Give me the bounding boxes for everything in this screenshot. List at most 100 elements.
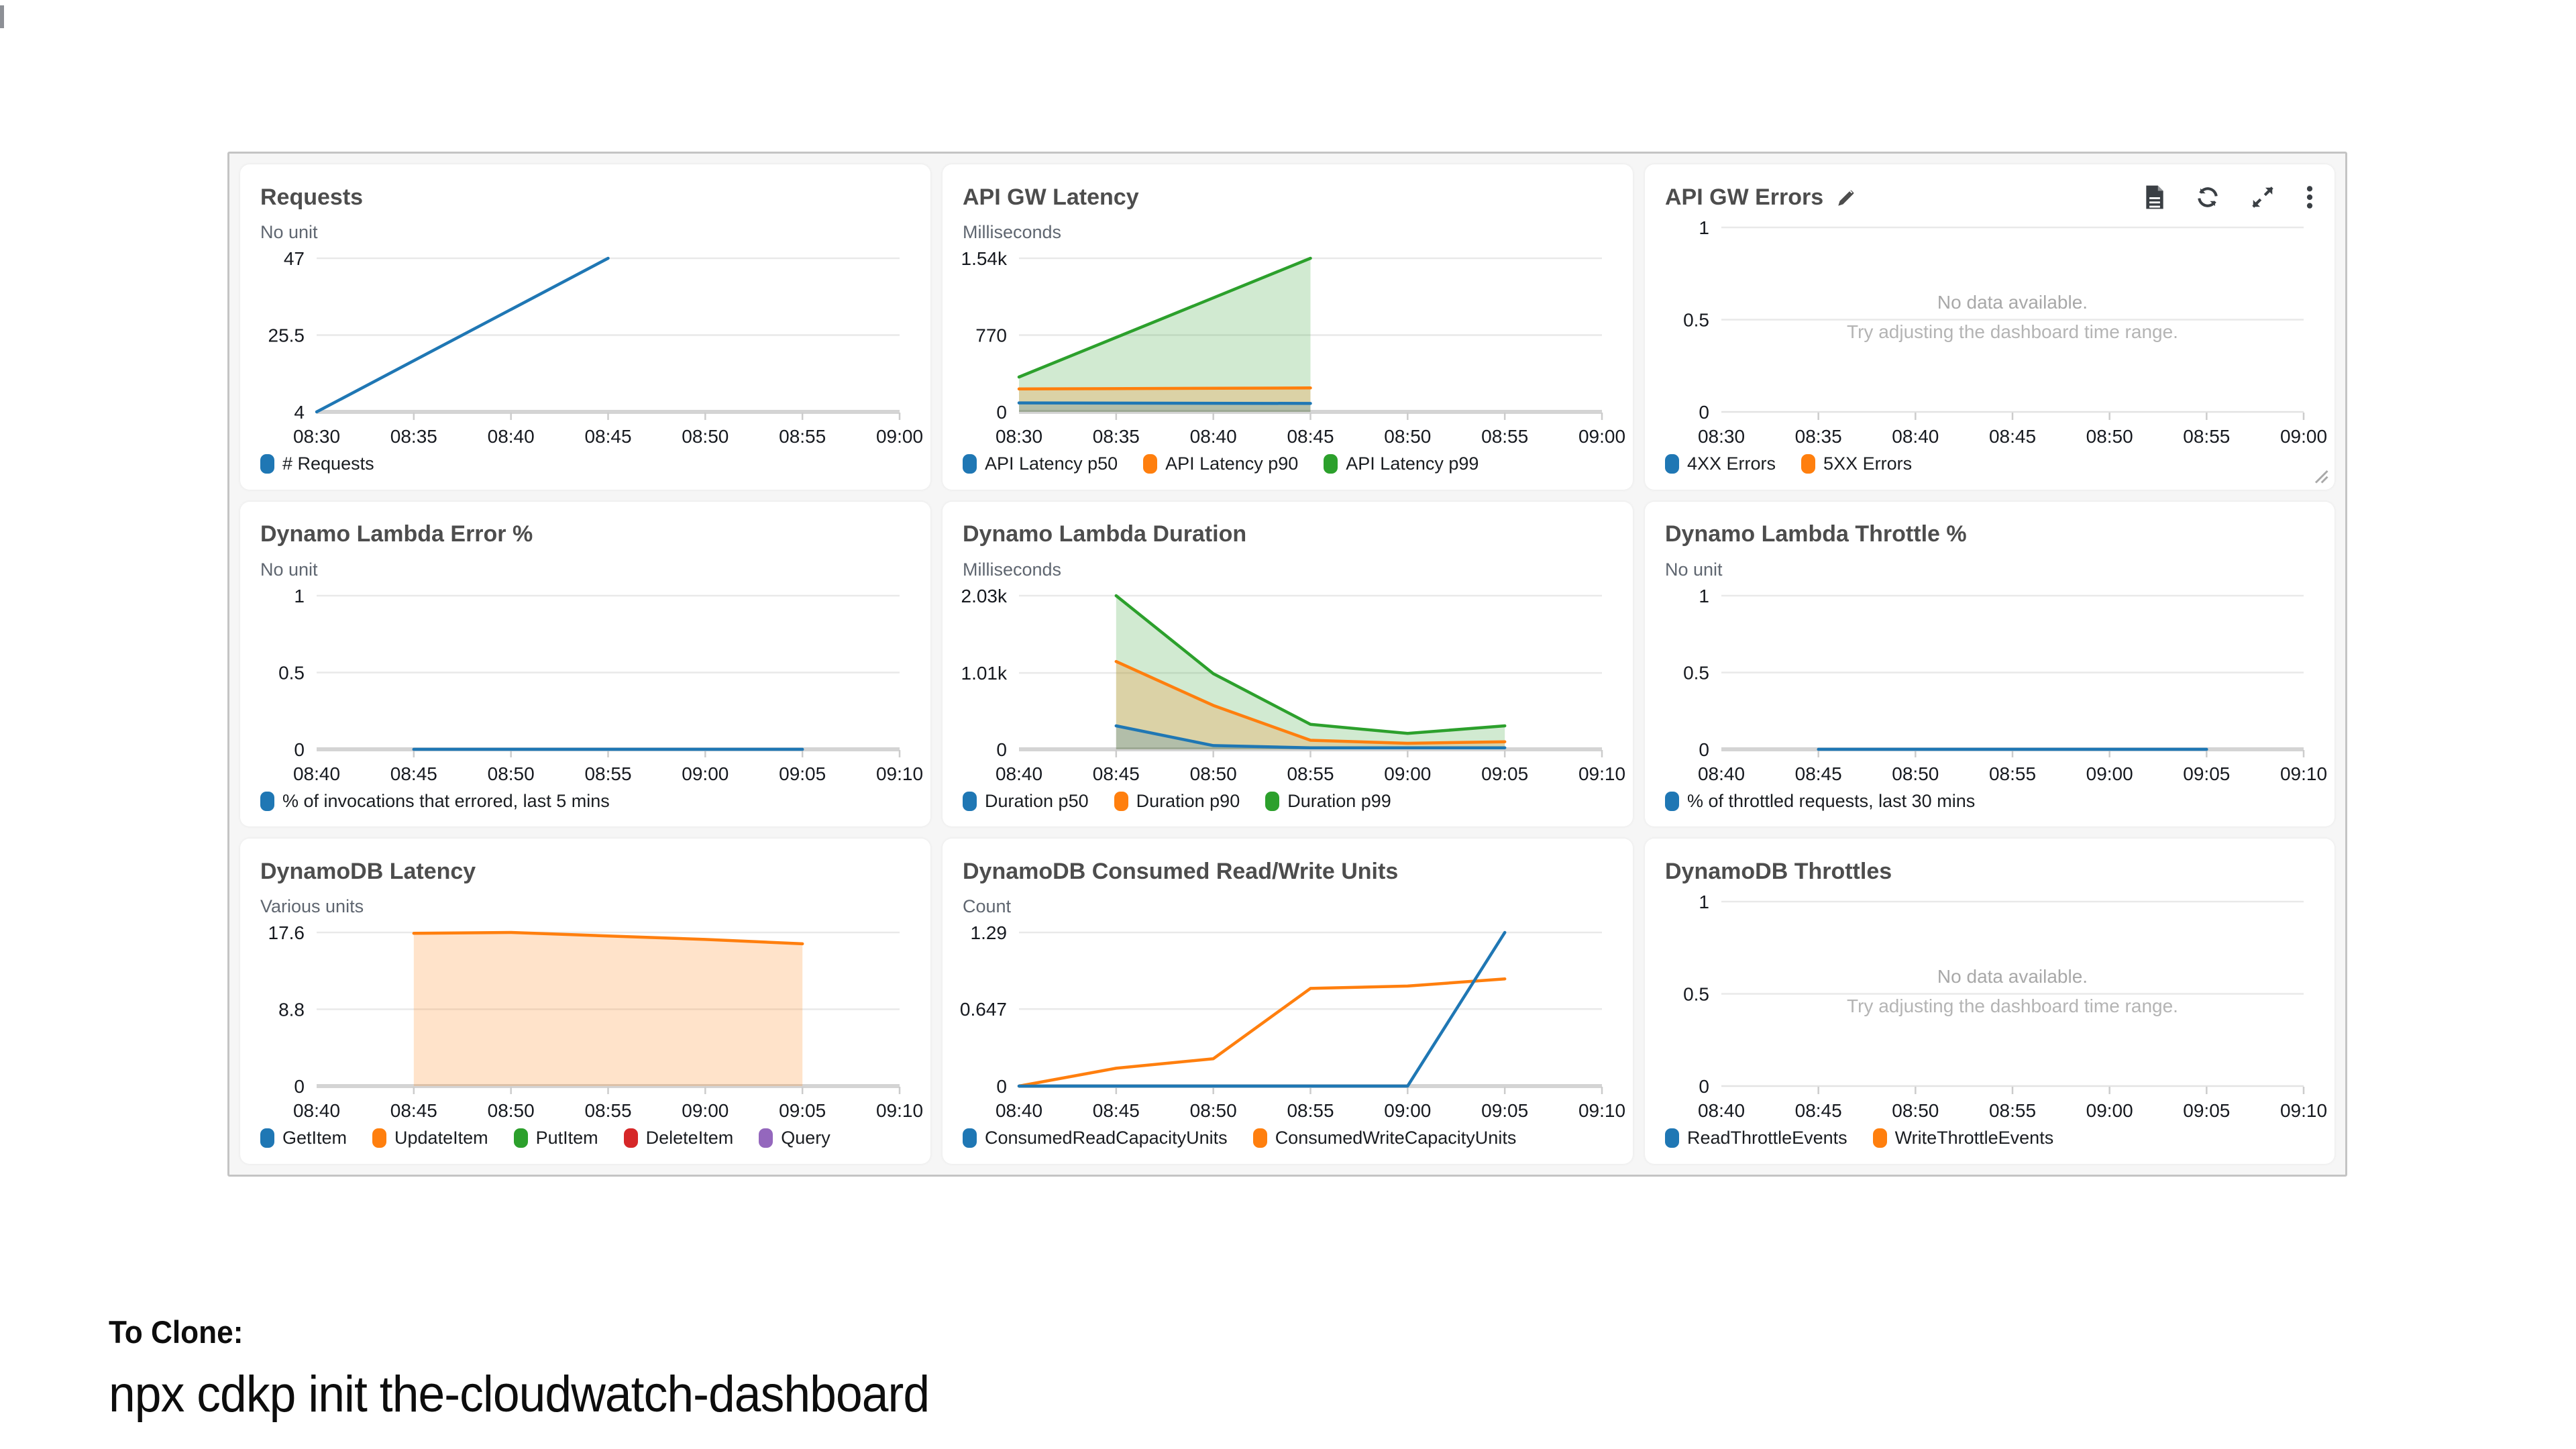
svg-text:08:50: 08:50	[1384, 426, 1431, 447]
svg-text:08:55: 08:55	[1287, 763, 1334, 784]
legend-label: Query	[781, 1128, 830, 1148]
panel-api-gw-errors: API GW Errors 0 0.5 1 08:30 08:35 08:40 08:45 08…	[1645, 164, 2334, 490]
edit-title-pencil-icon[interactable]	[1835, 186, 1858, 209]
area-chart[interactable]: 0 1.01k 2.03k 08:40 08:45 08:50 08:55 09:00 09:0…	[961, 585, 1626, 786]
legend-item[interactable]: API Latency p99	[1324, 453, 1479, 474]
chart-legend: API Latency p50 API Latency p90 API Latenc…	[963, 448, 1613, 480]
chart-area: 0 0.647 1.29 08:40 08:45 08:50 08:55 09:00 09:05…	[960, 922, 1625, 1122]
legend-item[interactable]: Duration p50	[963, 791, 1089, 812]
svg-text:08:40: 08:40	[488, 426, 535, 447]
chart-area: 0 8.8 17.6 08:40 08:45 08:50 08:55 09:00 09:05 09…	[260, 922, 924, 1122]
empty-chart[interactable]: 0 0.5 1 08:30 08:35 08:40 08:45 08:50 08:55 09:00…	[1665, 217, 2327, 448]
legend-label: % of throttled requests, last 30 mins	[1687, 790, 1976, 811]
refresh-icon	[2198, 187, 2218, 207]
legend-color-swatch	[1252, 1128, 1267, 1148]
svg-text:08:50: 08:50	[1892, 763, 1939, 784]
svg-text:09:00: 09:00	[2086, 763, 2133, 784]
svg-text:08:45: 08:45	[390, 763, 437, 784]
legend-item[interactable]: ReadThrottleEvents	[1665, 1128, 1847, 1148]
legend-label: Duration p90	[1136, 790, 1240, 811]
svg-text:08:50: 08:50	[488, 763, 535, 784]
chart-legend: ConsumedReadCapacityUnits ConsumedWriteCa…	[963, 1122, 1613, 1155]
enlarge-button[interactable]	[2250, 184, 2275, 210]
legend-item[interactable]: Duration p90	[1114, 791, 1240, 812]
legend-label: # Requests	[282, 453, 374, 474]
svg-text:08:55: 08:55	[1481, 426, 1528, 447]
panel-dynamo-lambda-duration: Dynamo Lambda Duration Milliseconds 0 1.01k…	[943, 501, 1633, 827]
svg-text:09:00: 09:00	[1578, 426, 1625, 447]
svg-text:09:05: 09:05	[1481, 1100, 1528, 1121]
refresh-button[interactable]	[2195, 184, 2220, 210]
legend-item[interactable]: Query	[759, 1128, 830, 1148]
svg-text:08:45: 08:45	[390, 1100, 437, 1121]
svg-text:0: 0	[996, 739, 1007, 760]
panel-title-row: Dynamo Lambda Throttle %	[1665, 519, 2314, 550]
line-chart[interactable]: 0 0.647 1.29 08:40 08:45 08:50 08:55 09:00 09:05…	[960, 922, 1625, 1122]
legend-color-swatch	[260, 1128, 274, 1148]
legend-item[interactable]: API Latency p50	[963, 453, 1118, 474]
panel-title: Dynamo Lambda Throttle %	[1665, 521, 1967, 547]
chart-area: 0 1.01k 2.03k 08:40 08:45 08:50 08:55 09:00 09:0…	[961, 585, 1626, 786]
panel-title-row: DynamoDB Throttles	[1665, 856, 2314, 887]
svg-text:0: 0	[996, 1076, 1007, 1097]
chart-area: 0 0.5 1 08:40 08:45 08:50 08:55 09:00 09:05 09:10	[1665, 585, 2327, 786]
widget-resize-handle[interactable]	[2309, 464, 2329, 484]
svg-text:08:55: 08:55	[1989, 763, 2036, 784]
legend-label: ConsumedWriteCapacityUnits	[1275, 1128, 1517, 1148]
svg-text:1: 1	[1699, 892, 1709, 912]
legend-item[interactable]: Duration p99	[1265, 791, 1391, 812]
empty-chart[interactable]: 0 0.5 1 08:40 08:45 08:50 08:55 09:00 09:05 09:10…	[1665, 891, 2327, 1122]
legend-label: PutItem	[535, 1128, 598, 1148]
line-chart[interactable]: 0 0.5 1 08:40 08:45 08:50 08:55 09:00 09:05 09:10	[1665, 585, 2327, 786]
svg-text:09:10: 09:10	[2280, 1100, 2327, 1121]
svg-text:0.5: 0.5	[1683, 662, 1709, 683]
svg-text:08:55: 08:55	[2183, 426, 2230, 447]
svg-text:09:00: 09:00	[1384, 763, 1431, 784]
legend-label: DeleteItem	[645, 1128, 734, 1148]
panel-title: DynamoDB Consumed Read/Write Units	[963, 858, 1399, 884]
legend-item[interactable]: GetItem	[260, 1128, 347, 1148]
legend-item[interactable]: API Latency p90	[1143, 453, 1298, 474]
legend-item[interactable]: PutItem	[513, 1128, 598, 1148]
chart-area: 0 0.5 1 08:40 08:45 08:50 08:55 09:00 09:05 09:10…	[1665, 891, 2327, 1122]
svg-text:0: 0	[996, 402, 1007, 423]
legend-item[interactable]: WriteThrottleEvents	[1872, 1128, 2053, 1148]
svg-text:09:10: 09:10	[2280, 763, 2327, 784]
legend-item[interactable]: ConsumedWriteCapacityUnits	[1252, 1128, 1517, 1148]
legend-item[interactable]: 5XX Errors	[1801, 453, 1912, 474]
widget-toolbar	[2144, 184, 2314, 210]
legend-item[interactable]: DeleteItem	[623, 1128, 734, 1148]
svg-text:0.5: 0.5	[278, 662, 305, 683]
legend-item[interactable]: 4XX Errors	[1665, 453, 1776, 474]
panel-requests: Requests No unit 4 25.5 47 08:30 08:35 08:40 08:…	[240, 164, 930, 490]
area-chart[interactable]: 0 8.8 17.6 08:40 08:45 08:50 08:55 09:00 09:05 09…	[260, 922, 924, 1122]
svg-text:0.5: 0.5	[1683, 984, 1709, 1005]
widget-menu-button[interactable]	[2305, 184, 2314, 210]
legend-color-swatch	[372, 1128, 387, 1148]
panel-title: Dynamo Lambda Duration	[963, 521, 1247, 547]
y-axis-unit-label: Milliseconds	[963, 559, 1062, 580]
logs-button[interactable]	[2144, 184, 2165, 210]
legend-item[interactable]: ConsumedReadCapacityUnits	[963, 1128, 1228, 1148]
chart-legend: Duration p50 Duration p90 Duration p99	[963, 785, 1613, 817]
svg-text:08:50: 08:50	[682, 426, 729, 447]
legend-item[interactable]: # Requests	[260, 453, 374, 474]
legend-label: API Latency p90	[1165, 453, 1299, 474]
legend-item[interactable]: % of invocations that errored, last 5 mi…	[260, 791, 610, 812]
svg-text:08:40: 08:40	[293, 1100, 340, 1121]
svg-text:0: 0	[1699, 402, 1709, 423]
legend-item[interactable]: % of throttled requests, last 30 mins	[1665, 791, 1975, 812]
line-chart[interactable]: 4 25.5 47 08:30 08:35 08:40 08:45 08:50 08:55 09:…	[260, 248, 924, 448]
legend-item[interactable]: UpdateItem	[372, 1128, 488, 1148]
kebab-menu-icon	[2306, 186, 2313, 209]
svg-text:09:05: 09:05	[779, 1100, 826, 1121]
svg-text:09:10: 09:10	[876, 1100, 923, 1121]
no-data-message: No data available.	[1937, 292, 2088, 313]
chart-legend: 4XX Errors 5XX Errors	[1665, 448, 2314, 480]
y-axis-unit-label: No unit	[260, 559, 318, 580]
line-chart[interactable]: 0 0.5 1 08:40 08:45 08:50 08:55 09:00 09:05 09:10	[260, 585, 923, 786]
svg-text:08:45: 08:45	[1795, 763, 1842, 784]
panel-title-row: Dynamo Lambda Error %	[260, 519, 910, 550]
no-data-message: No data available.	[1937, 966, 2088, 987]
area-chart[interactable]: 0 770 1.54k 08:30 08:35 08:40 08:45 08:50 08:55 0…	[961, 248, 1626, 448]
